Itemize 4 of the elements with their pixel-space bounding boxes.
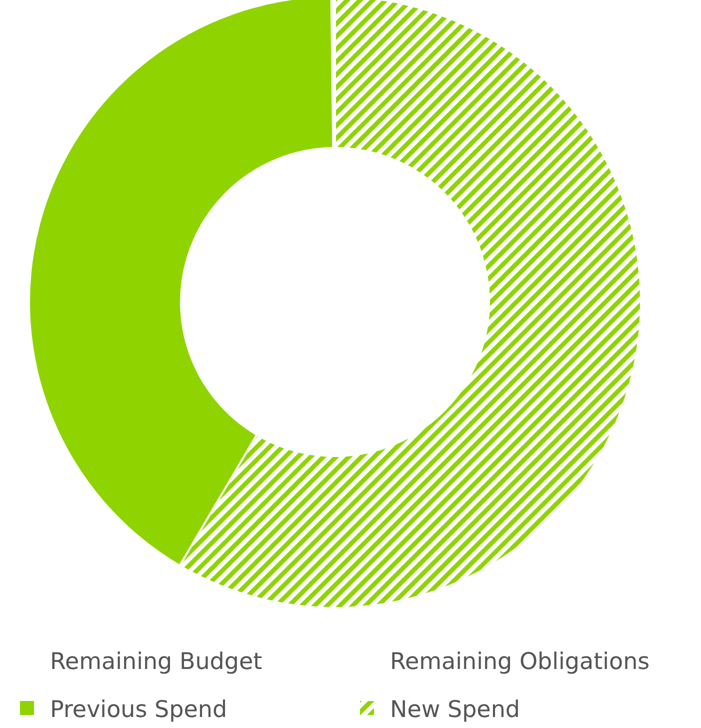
legend-label: Previous Spend <box>50 697 228 723</box>
category-label: Remaining Obligations <box>390 649 650 675</box>
category-label: Remaining Budget <box>50 649 262 675</box>
legend-label: New Spend <box>390 697 520 723</box>
